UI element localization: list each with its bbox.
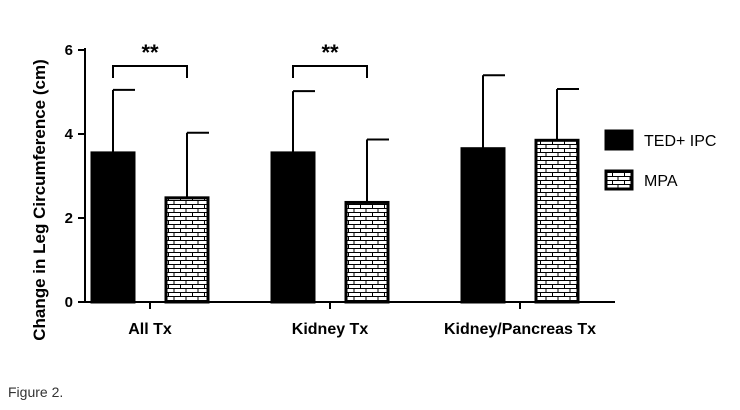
legend-swatch [604, 129, 634, 151]
x-category-label: Kidney/Pancreas Tx [444, 321, 596, 338]
bar-mpa [344, 200, 390, 304]
bar-mpa [534, 138, 580, 304]
significance-label: ** [321, 40, 339, 65]
significance-bracket [112, 65, 188, 78]
bar-mpa [164, 196, 210, 304]
figure-caption: Figure 2. [8, 384, 64, 400]
significance-bracket [292, 65, 368, 78]
y-axis-label: Change in Leg Circumference (cm) [30, 59, 49, 341]
bar-ted-ipc [90, 151, 136, 304]
legend-swatch [604, 169, 634, 191]
significance-label: ** [141, 40, 159, 65]
y-tick-label: 2 [65, 210, 73, 227]
y-tick-label: 0 [65, 294, 73, 311]
bar-ted-ipc [460, 147, 506, 304]
x-category-label: Kidney Tx [292, 321, 369, 338]
legend-label: MPA [644, 173, 678, 190]
y-tick-label: 6 [65, 42, 73, 59]
legend-label: TED+ IPC [644, 133, 716, 150]
x-category-label: All Tx [128, 321, 172, 338]
y-tick-label: 4 [65, 126, 74, 143]
bar-ted-ipc [270, 151, 316, 304]
